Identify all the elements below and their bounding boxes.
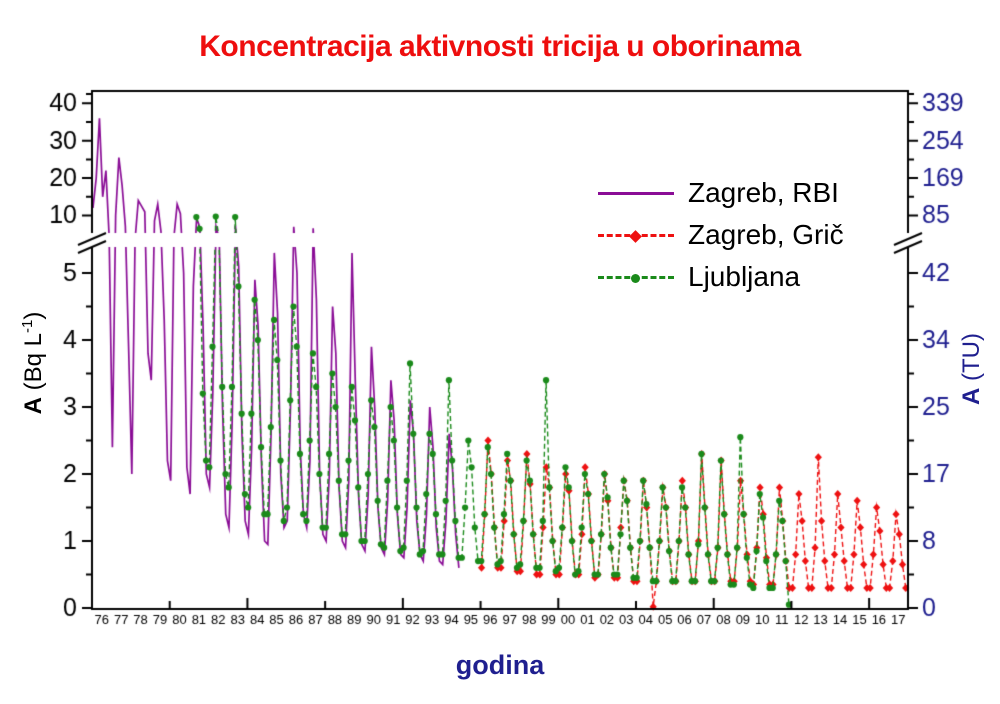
dashed-line-sample-icon bbox=[598, 230, 674, 243]
left-axis-title-exponent: -1 bbox=[19, 319, 36, 333]
left-axis-title-close: ) bbox=[20, 311, 47, 320]
legend: Zagreb, RBI Zagreb, Grič Ljubljana bbox=[598, 172, 844, 298]
dashed-line-sample-icon bbox=[598, 274, 674, 283]
chart-title: Koncentracija aktivnosti tricija u obori… bbox=[199, 30, 801, 63]
left-axis-title-symbol: A bbox=[20, 397, 47, 415]
x-axis-title: godina bbox=[455, 650, 545, 680]
right-axis-title: A (TU) bbox=[955, 269, 989, 469]
legend-item-ljubljana: Ljubljana bbox=[598, 256, 844, 298]
legend-label: Zagreb, RBI bbox=[688, 177, 839, 208]
solid-line-sample-icon bbox=[598, 191, 674, 195]
legend-item-zagreb-gric: Zagreb, Grič bbox=[598, 214, 844, 256]
legend-item-zagreb-rbi: Zagreb, RBI bbox=[598, 172, 844, 214]
left-axis-title-unit: (Bq L bbox=[20, 332, 47, 398]
diamond-marker-icon bbox=[629, 230, 642, 243]
circle-marker-icon bbox=[631, 274, 640, 283]
left-axis-title: A (Bq L-1) bbox=[11, 233, 47, 493]
legend-label: Ljubljana bbox=[688, 261, 801, 292]
right-axis-title-unit: (TU) bbox=[958, 333, 985, 388]
legend-label: Zagreb, Grič bbox=[688, 219, 844, 250]
right-axis-title-symbol: A bbox=[958, 387, 985, 405]
